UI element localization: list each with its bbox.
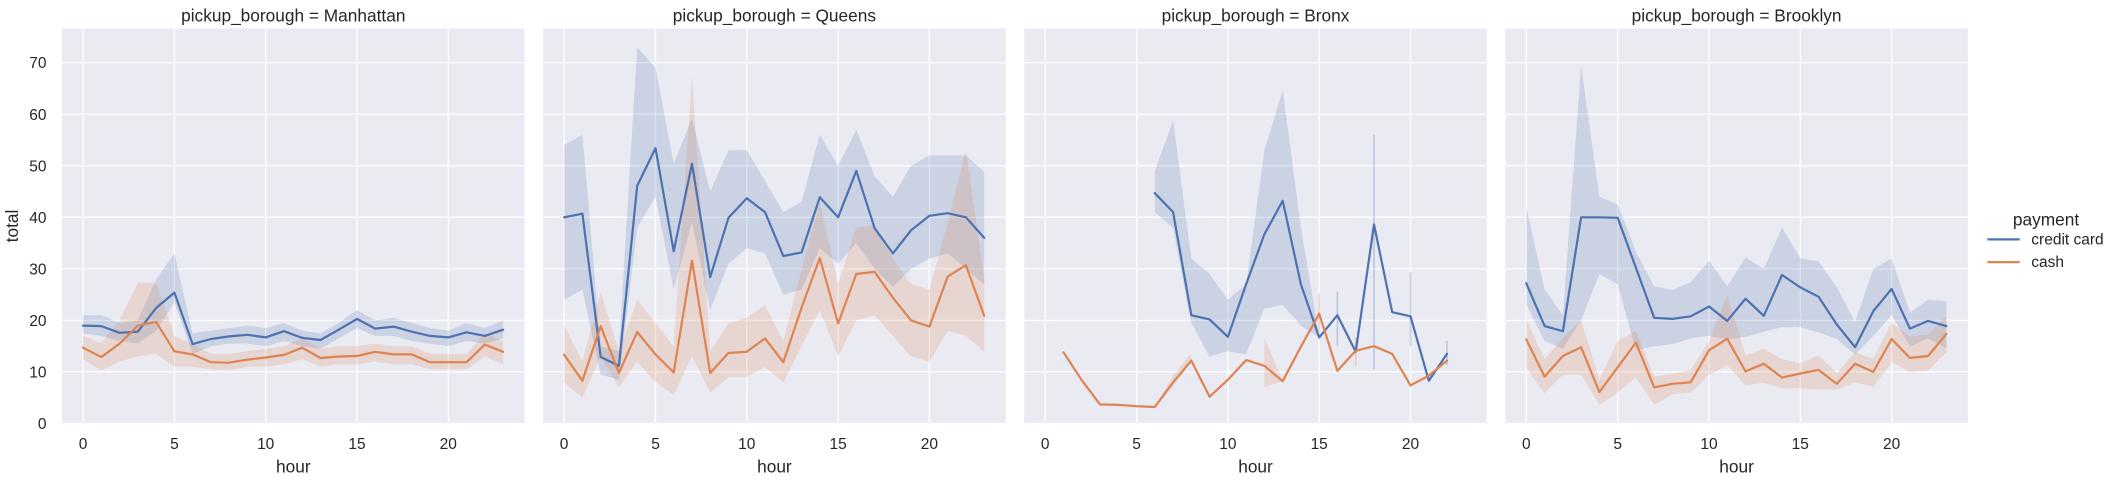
svg-text:total: total <box>2 210 22 243</box>
svg-text:pickup_borough = Brooklyn: pickup_borough = Brooklyn <box>1632 6 1842 26</box>
svg-text:50: 50 <box>29 158 47 175</box>
svg-text:cash: cash <box>2031 254 2064 271</box>
svg-text:20: 20 <box>921 436 939 453</box>
svg-text:15: 15 <box>1792 436 1809 453</box>
svg-text:15: 15 <box>829 436 846 453</box>
svg-text:10: 10 <box>1219 436 1237 453</box>
svg-text:10: 10 <box>257 436 275 453</box>
svg-text:15: 15 <box>1311 436 1328 453</box>
svg-text:5: 5 <box>651 436 660 453</box>
svg-text:pickup_borough = Manhattan: pickup_borough = Manhattan <box>181 6 405 26</box>
svg-text:70: 70 <box>29 55 47 72</box>
svg-text:hour: hour <box>757 457 792 477</box>
svg-text:0: 0 <box>560 436 569 453</box>
svg-text:hour: hour <box>1719 457 1754 477</box>
svg-text:20: 20 <box>1402 436 1420 453</box>
svg-text:20: 20 <box>440 436 458 453</box>
svg-text:0: 0 <box>79 436 88 453</box>
svg-text:40: 40 <box>29 210 47 227</box>
svg-text:hour: hour <box>1238 457 1273 477</box>
svg-text:0: 0 <box>1522 436 1531 453</box>
svg-text:0: 0 <box>38 416 47 433</box>
svg-text:hour: hour <box>276 457 311 477</box>
svg-text:payment: payment <box>2013 209 2079 229</box>
svg-text:5: 5 <box>1132 436 1141 453</box>
svg-text:20: 20 <box>1883 436 1901 453</box>
svg-text:10: 10 <box>29 365 47 382</box>
svg-text:pickup_borough = Bronx: pickup_borough = Bronx <box>1162 6 1350 26</box>
svg-text:pickup_borough = Queens: pickup_borough = Queens <box>673 6 877 26</box>
svg-text:5: 5 <box>170 436 179 453</box>
svg-text:60: 60 <box>29 107 47 124</box>
svg-text:30: 30 <box>29 262 47 279</box>
svg-text:10: 10 <box>1700 436 1718 453</box>
svg-text:credit card: credit card <box>2031 231 2103 248</box>
svg-text:5: 5 <box>1613 436 1622 453</box>
svg-text:15: 15 <box>348 436 365 453</box>
svg-text:10: 10 <box>738 436 756 453</box>
svg-text:20: 20 <box>29 313 47 330</box>
svg-text:0: 0 <box>1041 436 1050 453</box>
